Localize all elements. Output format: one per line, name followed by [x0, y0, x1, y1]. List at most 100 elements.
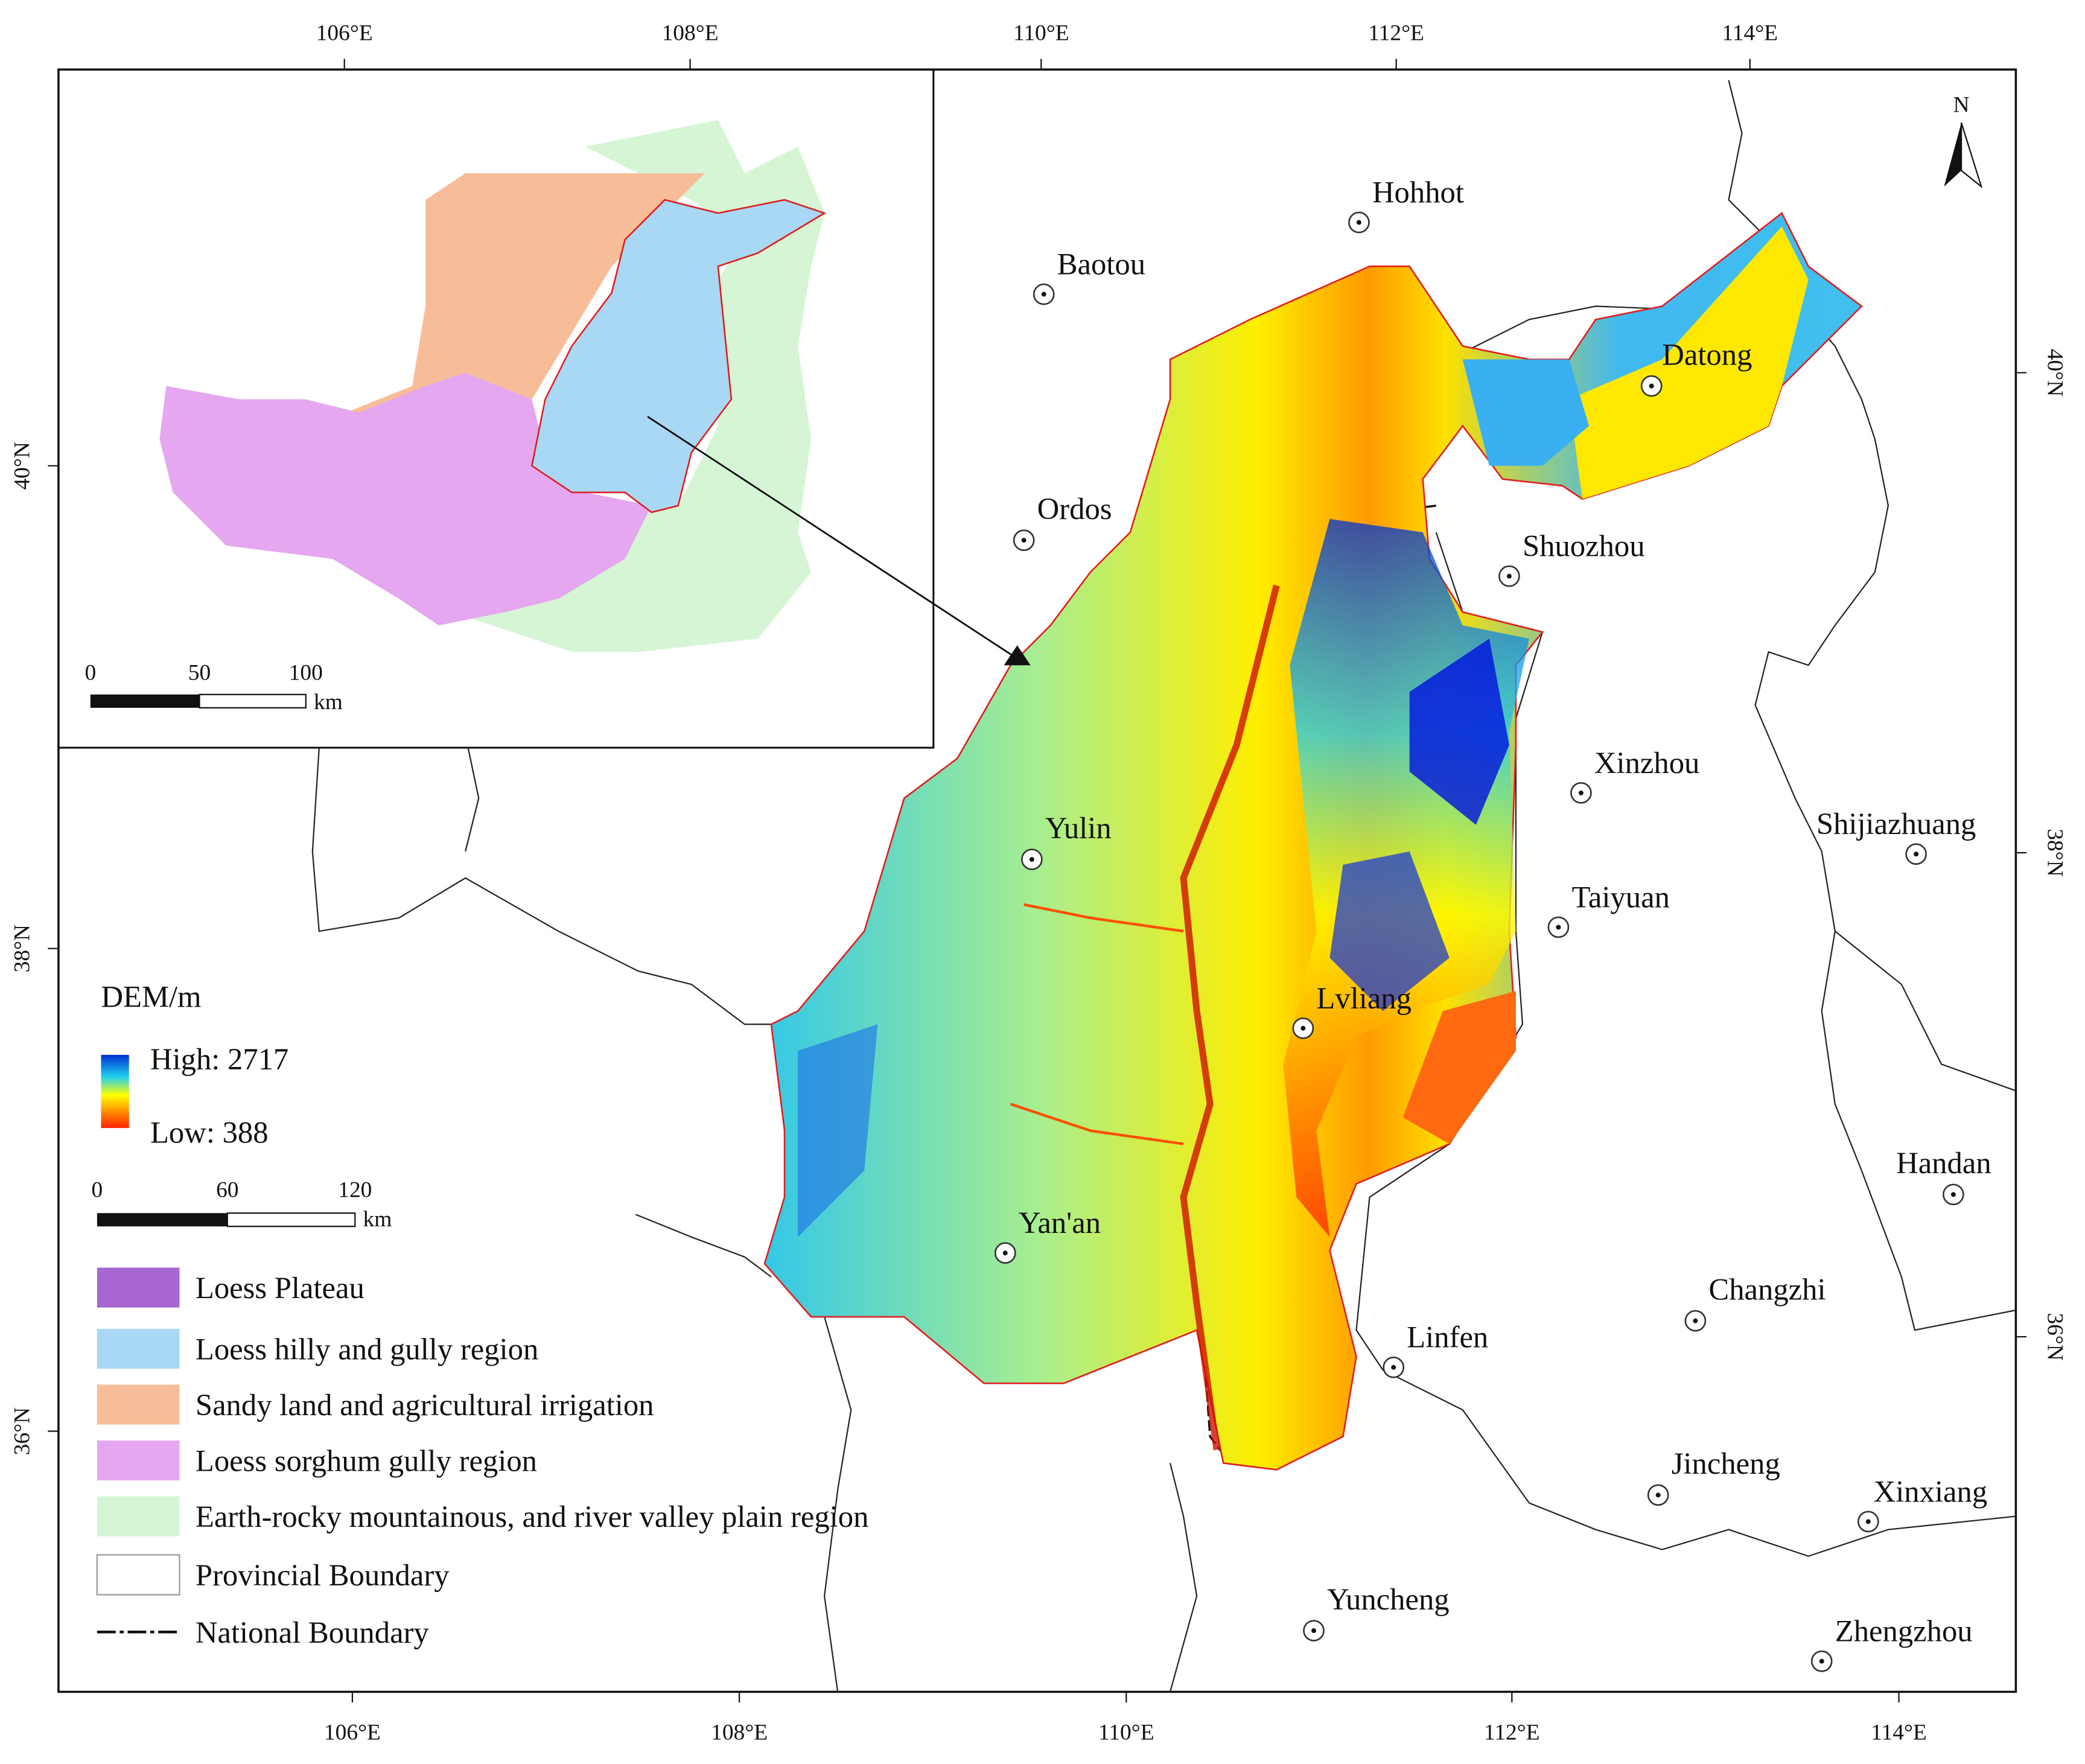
legend-label: Loess Plateau [196, 1271, 364, 1305]
mountain-peak [1329, 851, 1450, 1011]
inset-map [57, 68, 1031, 749]
basin-lowland [1402, 991, 1516, 1144]
city-dot [1041, 291, 1046, 297]
city-dot [1391, 1364, 1396, 1370]
city-dot [1311, 1628, 1316, 1634]
highland [1462, 359, 1590, 466]
city-label: Shijiazhuang [1816, 807, 1976, 841]
city-label: Linfen [1407, 1320, 1488, 1354]
tributary [1010, 1103, 1184, 1145]
right-lat-label: 38°N [2042, 829, 2067, 876]
mountain-peak [1409, 638, 1509, 825]
tributary [1023, 903, 1184, 933]
sandy-region [345, 173, 705, 439]
city-dot [1356, 220, 1361, 225]
legend-swatch [97, 1267, 180, 1308]
scale-label: 120 [338, 1178, 372, 1203]
city-label: Xinxiang [1874, 1474, 1988, 1508]
west-highland [798, 1024, 878, 1237]
bottom-lon-label: 106°E [324, 1721, 381, 1745]
legend-title: DEM/m [101, 980, 201, 1014]
city-label: Datong [1662, 337, 1752, 371]
legend-label: Loess sorghum gully region [196, 1444, 537, 1478]
scale-label: 60 [216, 1178, 238, 1203]
arrow-head [1004, 645, 1031, 666]
legend-swatch [97, 1440, 180, 1481]
city-dot [1819, 1658, 1824, 1664]
right-lat-label: 40°N [2042, 349, 2067, 396]
city-dot [1578, 790, 1584, 795]
city-dot [1693, 1318, 1698, 1323]
scale-unit: km [363, 1207, 392, 1232]
city-dot [1506, 573, 1512, 579]
scale-label: 0 [91, 1178, 103, 1203]
inset-scale-label: 100 [289, 661, 323, 686]
city-label: Handan [1896, 1146, 1991, 1180]
legend-swatch [97, 1496, 180, 1536]
pointer-arrow [647, 416, 1018, 660]
legend-label: Sandy land and agricultural irrigation [196, 1388, 654, 1422]
dem-color-ramp [101, 1054, 129, 1129]
inset-scale-bar [90, 694, 200, 708]
dem-region [763, 212, 1863, 1471]
legend-swatch [96, 1554, 180, 1596]
city-label: Baotou [1057, 247, 1145, 281]
city-dot [1556, 925, 1561, 930]
left-lat-label: 38°N [10, 925, 34, 972]
inset-scale-unit: km [314, 690, 343, 715]
right-lat-label: 36°N [2042, 1313, 2067, 1360]
top-lon-label: 108°E [662, 21, 719, 46]
city-dot [1655, 1492, 1661, 1498]
datong-basin [1569, 226, 1809, 499]
city-label: Ordos [1037, 492, 1112, 526]
north-arrow [1960, 123, 1983, 189]
legend-label: Loess hilly and gully region [196, 1333, 538, 1366]
legend-low: Low: 388 [150, 1115, 269, 1149]
city-label: Hohhot [1372, 176, 1464, 209]
city-dot [1300, 1025, 1306, 1031]
bottom-lon-label: 114°E [1871, 1721, 1927, 1745]
city-label: Taiyuan [1571, 880, 1669, 914]
top-lon-label: 114°E [1722, 21, 1778, 46]
legend-swatch [97, 1328, 180, 1369]
legend-high: High: 2717 [150, 1042, 288, 1076]
city-label: Xinzhou [1594, 746, 1699, 780]
left-lat-label: 40°N [10, 442, 34, 489]
city-dot [1021, 538, 1027, 543]
city-dot [1649, 383, 1654, 389]
top-lon-label: 110°E [1013, 21, 1069, 46]
bottom-lon-label: 108°E [711, 1721, 768, 1745]
river-valley [1180, 584, 1280, 1451]
earth-rocky-region [452, 119, 825, 652]
legend-label: Provincial Boundary [196, 1558, 450, 1592]
hilly-gully-region [530, 199, 827, 514]
north-label: N [1953, 93, 1970, 118]
bottom-lon-label: 112°E [1484, 1721, 1540, 1745]
city-dot [1029, 857, 1034, 862]
legend-label: Earth-rocky mountainous, and river valle… [196, 1500, 869, 1533]
bottom-lon-label: 110°E [1098, 1721, 1154, 1745]
city-label: Lvliang [1316, 981, 1412, 1015]
city-label: Yulin [1045, 811, 1112, 845]
city-label: Zhengzhou [1835, 1614, 1973, 1648]
city-label: Yan'an [1019, 1206, 1101, 1240]
inset-scale-label: 50 [188, 661, 211, 686]
city-dot [1950, 1192, 1956, 1197]
legend-label: National Boundary [196, 1616, 430, 1649]
inset-scale-label: 0 [84, 661, 96, 686]
scale-bar [97, 1213, 228, 1227]
city-label: Yuncheng [1327, 1582, 1450, 1616]
city-label: Changzhi [1708, 1272, 1826, 1306]
city-dot [1002, 1250, 1008, 1256]
legend-swatch [97, 1384, 180, 1425]
city-label: Shuozhou [1523, 529, 1645, 563]
scale-bar [226, 1212, 356, 1227]
city-label: Jincheng [1672, 1447, 1780, 1480]
left-lat-label: 36°N [10, 1407, 34, 1455]
city-dot [1914, 852, 1919, 857]
map-frame [57, 68, 2017, 1693]
top-lon-label: 106°E [316, 21, 373, 46]
top-lon-label: 112°E [1368, 21, 1424, 46]
